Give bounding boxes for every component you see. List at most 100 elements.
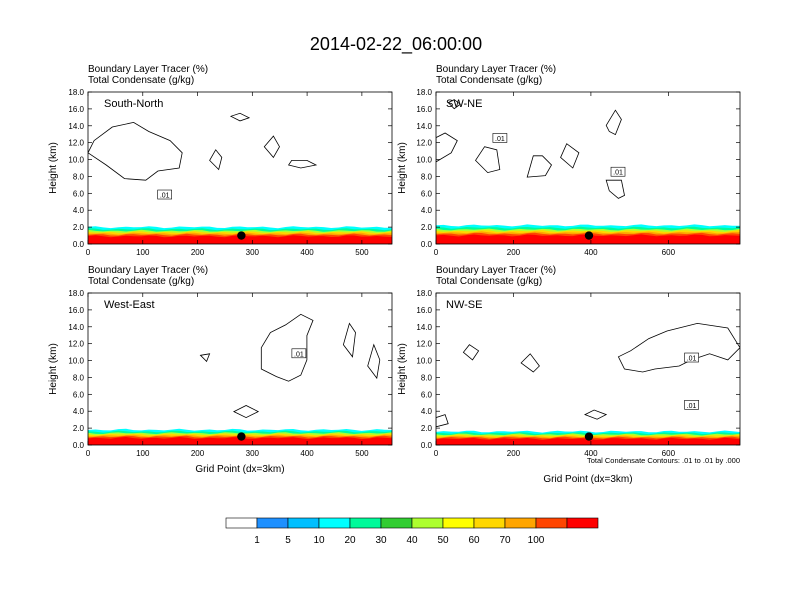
y-tick-label: 0.0: [421, 441, 433, 450]
colorbar-swatch: [318, 517, 351, 529]
condensate-contour-4: [287, 159, 318, 169]
y-tick-label: 14.0: [68, 122, 84, 131]
plot-area: .01 .01: [436, 99, 740, 244]
x-tick-label: 400: [300, 248, 314, 257]
y-tick-label: 8.0: [73, 172, 85, 181]
x-tick-label: 400: [584, 248, 598, 257]
main-title: 2014-02-22_06:00:00: [310, 34, 482, 55]
contour-label: .01: [495, 136, 505, 143]
y-tick-label: 16.0: [68, 306, 84, 315]
y-tick-label: 10.0: [68, 357, 84, 366]
x-tick-label: 400: [300, 449, 314, 458]
x-tick-label: 300: [246, 449, 260, 458]
site-marker: [584, 231, 594, 240]
y-axis-label: Height (km): [397, 142, 408, 194]
y-tick-label: 0.0: [73, 240, 85, 249]
colorbar-swatch: [225, 517, 258, 529]
condensate-contour-3: [263, 135, 280, 159]
contour-label: .01: [687, 356, 697, 363]
colorbar-label: 10: [313, 535, 325, 546]
panel-west-east: Boundary Layer Tracer (%) Total Condensa…: [48, 265, 393, 475]
y-tick-label: 2.0: [73, 424, 85, 433]
x-tick-label: 200: [191, 248, 205, 257]
y-tick-label: 0.0: [421, 240, 433, 249]
panel-title-line-1: Boundary Layer Tracer (%): [436, 64, 556, 75]
panel-label: SW-NE: [446, 98, 482, 110]
x-tick-label: 500: [355, 248, 369, 257]
colorbar: 1 5 10 20 30 40 50 60 70 100: [225, 517, 599, 546]
colorbar-swatch: [442, 517, 475, 529]
x-tick-label: 200: [191, 449, 205, 458]
colorbar-swatch: [287, 517, 320, 529]
y-tick-label: 12.0: [68, 139, 84, 148]
condensate-contour-2: [209, 149, 223, 171]
colorbar-swatch: [411, 517, 444, 529]
contour-label-box: [157, 189, 172, 200]
y-tick-label: 6.0: [73, 189, 85, 198]
y-tick-label: 4.0: [73, 407, 85, 416]
y-tick-label: 16.0: [68, 105, 84, 114]
colorbar-swatch: [504, 517, 537, 529]
condensate-contour-5: [605, 109, 622, 136]
contour-label-box: [492, 133, 508, 143]
y-tick-label: 10.0: [68, 156, 84, 165]
x-axis-label: Grid Point (dx=3km): [543, 474, 632, 485]
y-tick-label: 18.0: [68, 289, 84, 298]
tracer-band-7: [88, 437, 392, 445]
contour-label-box: [684, 400, 699, 410]
y-axis-label: Height (km): [48, 142, 59, 194]
panel-sw-ne: Boundary Layer Tracer (%) Total Condensa…: [397, 64, 741, 257]
y-tick-label: 16.0: [416, 306, 432, 315]
x-tick-label: 600: [662, 248, 676, 257]
y-tick-label: 2.0: [421, 424, 433, 433]
condensate-contour-1: [88, 121, 183, 181]
y-tick-label: 14.0: [68, 323, 84, 332]
condensate-contour-3: [526, 155, 552, 178]
plot-frame: [435, 292, 741, 446]
condensate-contour-2: [520, 353, 540, 373]
y-tick-label: 10.0: [416, 357, 432, 366]
y-tick-label: 2.0: [73, 223, 85, 232]
y-tick-label: 8.0: [73, 373, 85, 382]
y-axis-label: Height (km): [48, 343, 59, 395]
condensate-contour-5: [232, 405, 260, 419]
plot-area: .01: [88, 112, 392, 244]
panel-label: NW-SE: [446, 299, 482, 311]
colorbar-label: 100: [528, 535, 545, 546]
panel-title-line-1: Boundary Layer Tracer (%): [88, 265, 208, 276]
x-tick-label: 0: [434, 248, 439, 257]
contour-label-box: [684, 352, 699, 363]
colorbar-swatch: [349, 517, 382, 529]
site-marker: [237, 231, 246, 240]
colorbar-label: 60: [468, 535, 480, 546]
panel-title-line-1: Boundary Layer Tracer (%): [88, 64, 208, 75]
x-tick-label: 0: [434, 449, 439, 458]
y-tick-label: 6.0: [421, 390, 433, 399]
contour-footnote: Total Condensate Contours: .01 to .01 by…: [587, 456, 740, 465]
condensate-contour-7: [447, 99, 461, 110]
condensate-contour-4: [199, 353, 211, 363]
colorbar-swatch: [473, 517, 506, 529]
colorbar-swatch: [256, 517, 289, 529]
condensate-contour-5: [229, 112, 251, 122]
condensate-contour-4: [560, 143, 580, 169]
plot-frame: [87, 91, 393, 245]
plot-area: .01 .01: [436, 322, 740, 445]
y-tick-label: 0.0: [73, 441, 85, 450]
plot-frame: [435, 91, 741, 245]
colorbar-label: 30: [375, 535, 387, 546]
condensate-contour-2: [474, 146, 501, 174]
x-tick-label: 100: [136, 449, 150, 458]
contour-label-box: [610, 166, 626, 177]
contour-label: .01: [160, 193, 170, 200]
site-marker: [237, 432, 246, 441]
y-tick-label: 6.0: [421, 189, 433, 198]
y-tick-label: 4.0: [73, 206, 85, 215]
plot-area: .01: [88, 313, 392, 445]
condensate-contour-3: [462, 344, 480, 361]
panel-title-line-2: Total Condensate (g/kg): [88, 75, 194, 86]
colorbar-swatch: [535, 517, 568, 529]
plot-frame: [87, 292, 393, 446]
y-tick-label: 18.0: [416, 289, 432, 298]
